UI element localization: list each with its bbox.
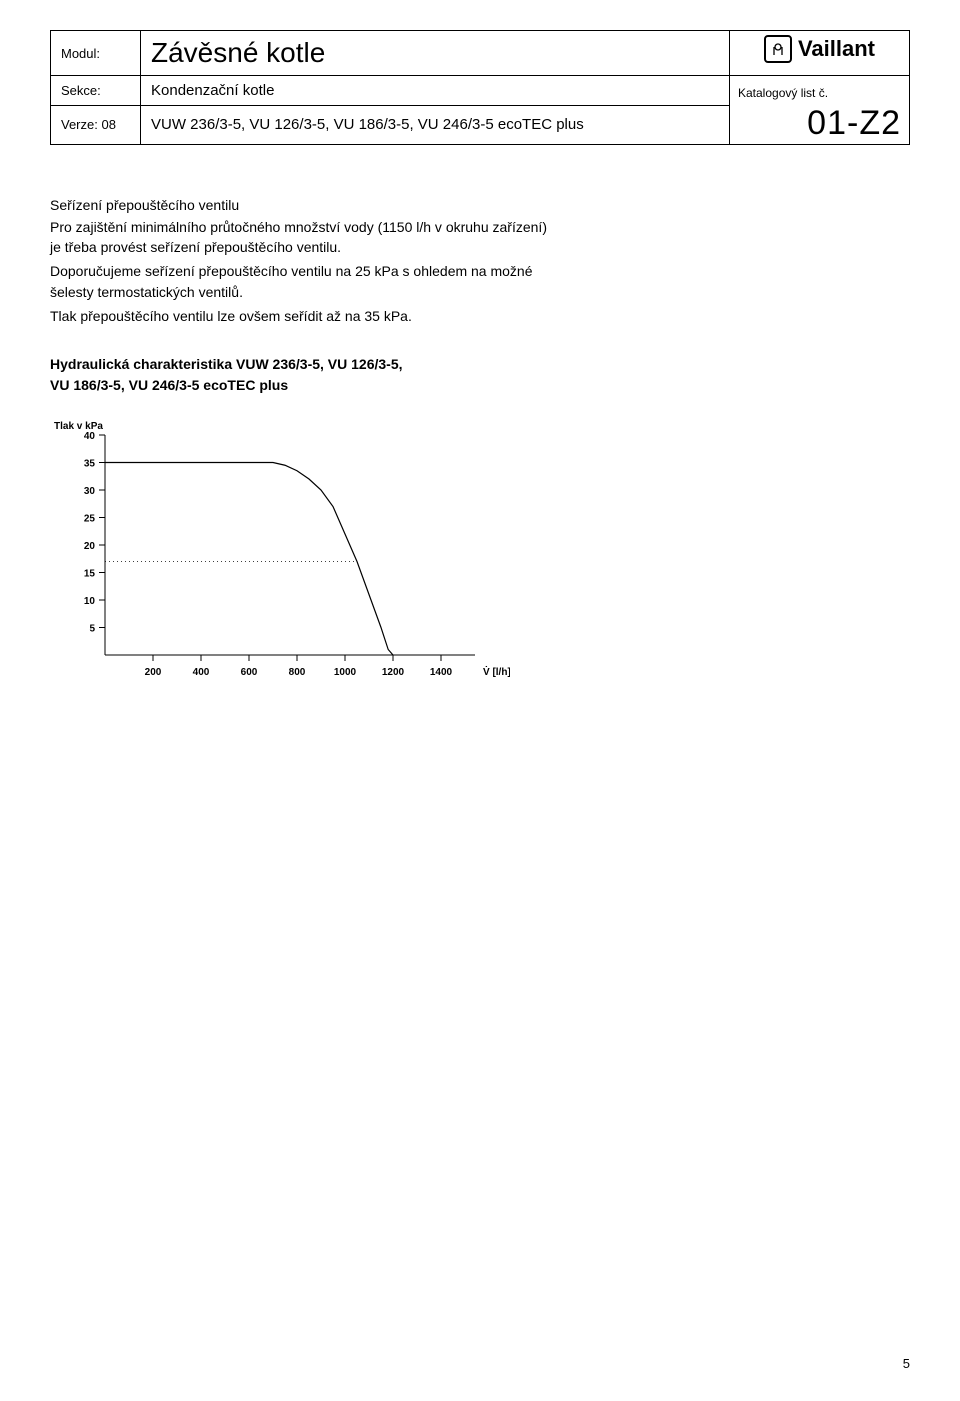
modul-title: Závěsné kotle: [151, 37, 325, 68]
body-section: Seřízení přepouštěcího ventilu Pro zajiš…: [50, 195, 550, 395]
label-verze: Verze: 08: [51, 106, 141, 145]
svg-text:1200: 1200: [382, 667, 405, 678]
svg-text:30: 30: [84, 486, 96, 497]
code-cell: 01-Z2: [730, 106, 910, 145]
svg-text:600: 600: [241, 667, 258, 678]
svg-text:40: 40: [84, 431, 96, 442]
section-p3: Tlak přepouštěcího ventilu lze ovšem seř…: [50, 306, 550, 326]
svg-text:V̇ [l/h]: V̇ [l/h]: [483, 665, 510, 677]
page-number: 5: [903, 1356, 910, 1371]
brand-logo: Vaillant: [738, 35, 901, 63]
chart-title-l2: VU 186/3-5, VU 246/3-5 ecoTEC plus: [50, 375, 550, 395]
catalog-label: Katalogový list č.: [738, 86, 901, 100]
svg-text:25: 25: [84, 513, 96, 524]
svg-text:35: 35: [84, 458, 96, 469]
value-sekce: Kondenzační kotle: [141, 76, 730, 106]
value-verze: VUW 236/3-5, VU 126/3-5, VU 186/3-5, VU …: [141, 106, 730, 145]
section-p2: Doporučujeme seřízení přepouštěcího vent…: [50, 261, 550, 302]
chart-svg: Tlak v kPa 5 10 15 20 25 30 35 40 200 400 600 800 100…: [50, 415, 510, 705]
svg-text:Tlak v kPa: Tlak v kPa: [54, 421, 103, 432]
section-heading: Seřízení přepouštěcího ventilu: [50, 195, 550, 215]
svg-text:800: 800: [289, 667, 306, 678]
svg-text:15: 15: [84, 568, 96, 579]
chart-title: Hydraulická charakteristika VUW 236/3-5,…: [50, 354, 550, 395]
catalog-code: 01-Z2: [738, 106, 901, 140]
svg-text:1400: 1400: [430, 667, 453, 678]
svg-text:200: 200: [145, 667, 162, 678]
chart-title-l1: Hydraulická charakteristika VUW 236/3-5,…: [50, 354, 550, 374]
header-table: Modul: Závěsné kotle Vaillant Sekce: Kon…: [50, 30, 910, 145]
label-modul: Modul:: [51, 31, 141, 76]
logo-cell: Vaillant: [730, 31, 910, 76]
svg-text:20: 20: [84, 541, 96, 552]
svg-text:1000: 1000: [334, 667, 357, 678]
section-p1: Pro zajištění minimálního průtočného mno…: [50, 217, 550, 258]
value-modul: Závěsné kotle: [141, 31, 730, 76]
hydraulic-chart: Tlak v kPa 5 10 15 20 25 30 35 40 200 400 600 800 100…: [50, 415, 910, 710]
catalog-cell: Katalogový list č.: [730, 76, 910, 106]
svg-text:400: 400: [193, 667, 210, 678]
svg-text:10: 10: [84, 596, 96, 607]
svg-text:5: 5: [89, 623, 95, 634]
brand-text: Vaillant: [798, 36, 875, 62]
brand-icon: [764, 35, 792, 63]
label-sekce: Sekce:: [51, 76, 141, 106]
